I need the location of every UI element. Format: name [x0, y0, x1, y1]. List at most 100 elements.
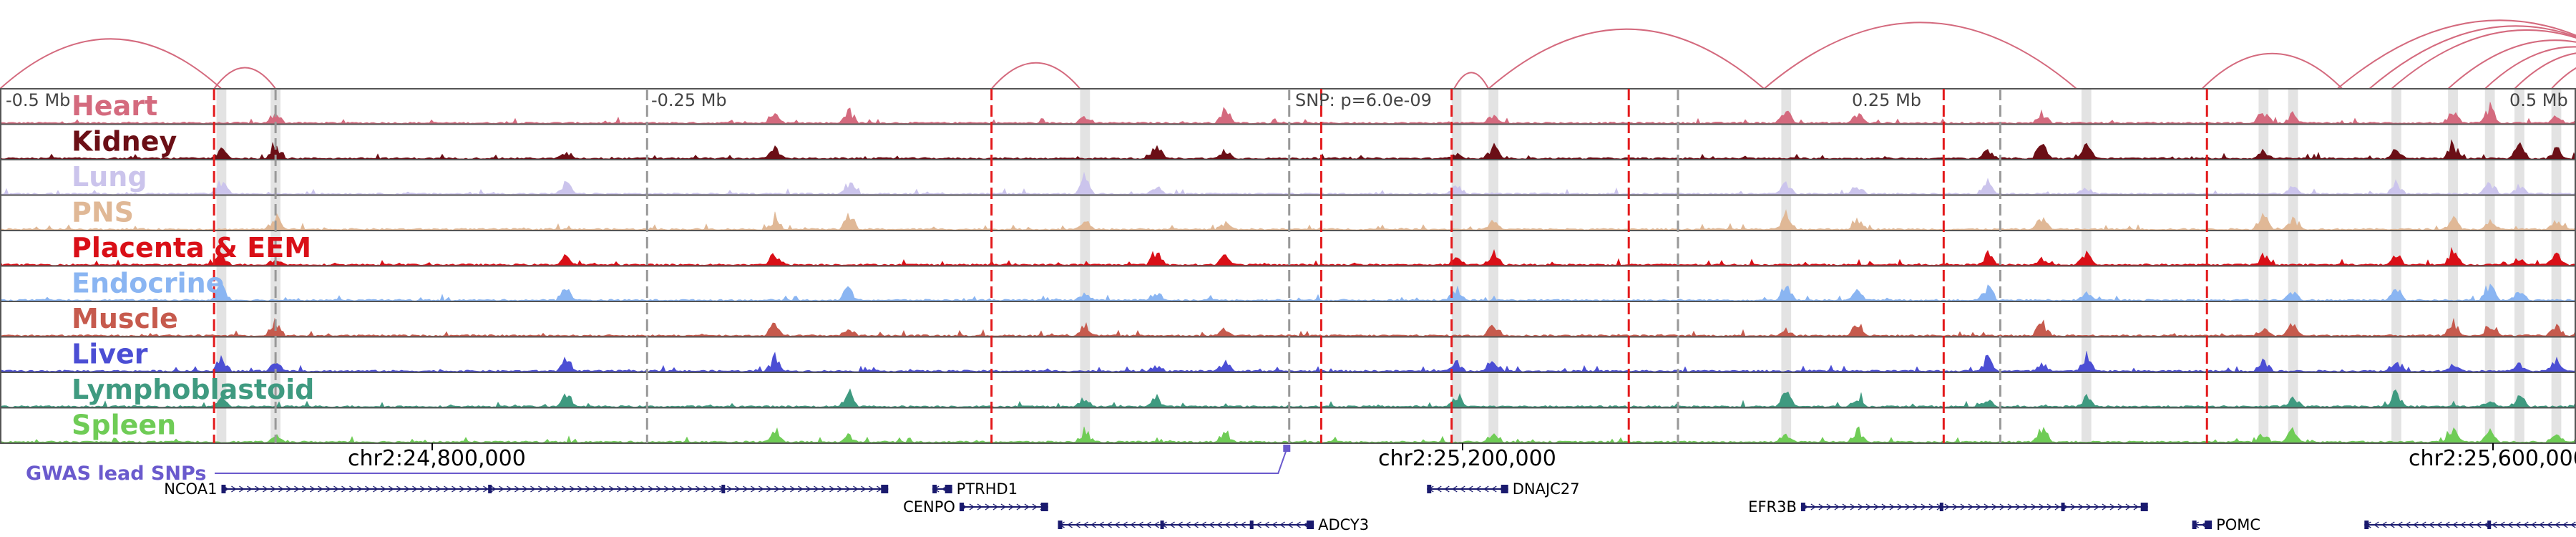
strand-chevron: [2397, 521, 2403, 528]
gene-exon: [1307, 521, 1314, 529]
strand-chevron: [1146, 521, 1151, 528]
strand-chevron: [1850, 503, 1856, 511]
track-label: Endocrine: [72, 268, 224, 299]
strand-chevron: [1016, 503, 1023, 511]
marker-lines: [213, 89, 2208, 443]
strand-chevron: [821, 485, 827, 493]
gene-dnmt3a: DNMT3A: [2364, 521, 2576, 529]
strand-chevron: [577, 485, 583, 493]
strand-chevron: [459, 485, 465, 493]
track-label: Muscle: [72, 303, 178, 334]
strand-chevron: [1224, 521, 1230, 528]
strand-chevron: [1976, 503, 1982, 511]
strand-chevron: [396, 485, 402, 493]
gene-exon: [2364, 521, 2369, 529]
strand-chevron: [270, 485, 276, 493]
strand-chevron: [1256, 521, 1262, 528]
strand-chevron: [2555, 521, 2560, 528]
strand-chevron: [1436, 485, 1442, 493]
gene-exon: [932, 485, 937, 493]
strand-chevron: [2539, 521, 2545, 528]
strand-chevron: [798, 485, 804, 493]
signal-kidney: [0, 139, 2576, 160]
strand-chevron: [1295, 521, 1301, 528]
strand-chevron: [2562, 521, 2568, 528]
strand-chevron: [2405, 521, 2411, 528]
strand-chevron: [365, 485, 371, 493]
strand-chevron: [1842, 503, 1848, 511]
strand-chevron: [845, 485, 851, 493]
strand-chevron: [452, 485, 457, 493]
strand-chevron: [318, 485, 323, 493]
strand-chevron: [1944, 503, 1951, 511]
interaction-arc: [1453, 72, 1490, 90]
track-frame: [0, 88, 2576, 444]
strand-chevron: [2476, 521, 2482, 528]
strand-chevron: [633, 485, 638, 493]
strand-chevron: [1483, 485, 1489, 493]
track-label: Kidney: [72, 126, 177, 158]
interaction-arc: [1488, 28, 1765, 90]
gene-ptrhd1: PTRHD1: [932, 480, 1018, 498]
strand-chevron: [2125, 503, 2132, 511]
scale-bar: SNP: p=6.0e-09 -0.5 Mb -0.25 Mb 0.25 Mb 0.5…: [6, 90, 2568, 110]
strand-chevron: [985, 503, 991, 511]
strand-chevron: [546, 485, 552, 493]
strand-chevron: [357, 485, 363, 493]
gene-cenpo: CENPO: [903, 498, 1048, 516]
strand-chevron: [664, 485, 670, 493]
strand-chevron: [2086, 503, 2092, 511]
strand-chevron: [2531, 521, 2537, 528]
strand-chevron: [1114, 521, 1120, 528]
signal-lung: [0, 171, 2576, 195]
interaction-arc: [2514, 52, 2576, 90]
track-label: Liver: [72, 339, 148, 370]
strand-chevron: [420, 485, 426, 493]
strand-chevron: [310, 485, 316, 493]
strand-chevron: [593, 485, 599, 493]
strand-chevron: [1008, 503, 1015, 511]
coordinate-axis: chr2:24,800,000 chr2:25,200,000 chr2:25,60…: [348, 443, 2576, 471]
strand-chevron: [247, 485, 253, 493]
gene-exon: [221, 485, 226, 493]
strand-chevron: [1169, 521, 1175, 528]
strand-chevron: [1984, 503, 1990, 511]
strand-chevron: [341, 485, 347, 493]
strand-chevron: [349, 485, 355, 493]
strand-chevron: [696, 485, 701, 493]
scale-label: 0.25 Mb: [1852, 90, 1921, 110]
strand-chevron: [286, 485, 292, 493]
gene-exon: [1160, 521, 1164, 529]
strand-chevron: [514, 485, 520, 493]
strand-chevron: [1067, 521, 1073, 528]
strand-chevron: [2046, 503, 2053, 511]
strand-chevron: [1216, 521, 1222, 528]
signal-heart: [0, 102, 2576, 124]
strand-chevron: [680, 485, 686, 493]
strand-chevron: [617, 485, 623, 493]
strand-chevron: [758, 485, 764, 493]
strand-chevron: [2499, 521, 2505, 528]
strand-chevron: [2492, 521, 2497, 528]
gene-exon: [2192, 521, 2197, 529]
gene-label: POMC: [2216, 516, 2260, 533]
strand-chevron: [1185, 521, 1191, 528]
signal-lymphoblastoid: [0, 388, 2576, 407]
gene-exon: [1427, 485, 1432, 493]
strand-chevron: [2031, 503, 2037, 511]
strand-chevron: [625, 485, 630, 493]
track-label: Lung: [72, 161, 147, 193]
strand-chevron: [302, 485, 308, 493]
strand-chevron: [1897, 503, 1903, 511]
strand-chevron: [1032, 503, 1038, 511]
strand-chevron: [570, 485, 575, 493]
strand-chevron: [522, 485, 528, 493]
gene-label: ADCY3: [1318, 516, 1369, 533]
strand-chevron: [1475, 485, 1481, 493]
gene-exon: [1501, 485, 1508, 493]
strand-chevron: [2054, 503, 2061, 511]
strand-chevron: [1460, 485, 1465, 493]
interaction-arc: [213, 67, 276, 90]
strand-chevron: [2444, 521, 2450, 528]
